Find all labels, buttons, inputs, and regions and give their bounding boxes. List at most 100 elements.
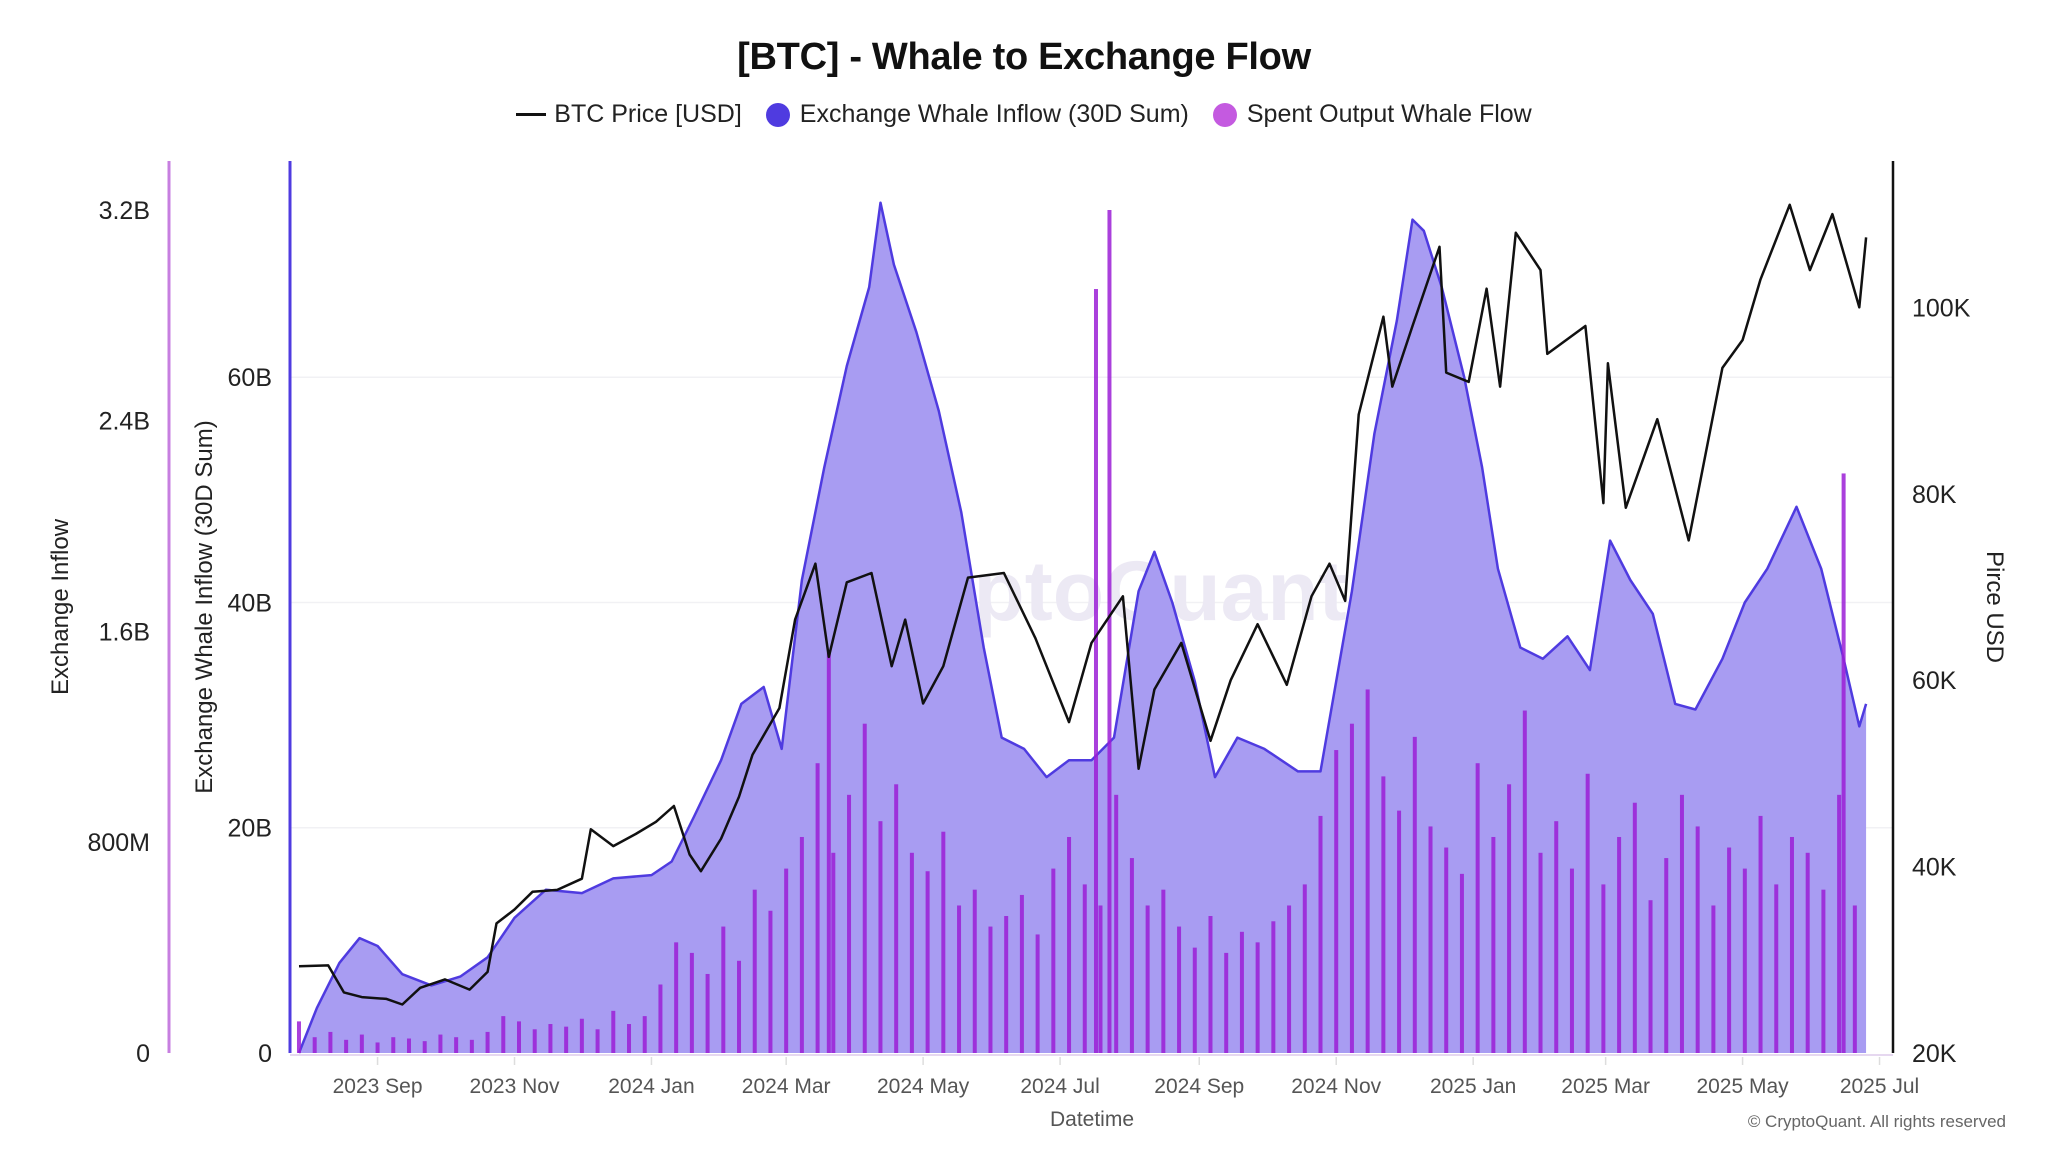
- spent-output-bar: [957, 905, 962, 1053]
- spent-output-bar: [1114, 794, 1119, 1053]
- spent-output-bar: [689, 952, 694, 1053]
- spent-output-bar: [344, 1039, 349, 1053]
- spent-output-bar: [359, 1034, 364, 1053]
- spent-output-bar: [826, 652, 831, 1053]
- spent-output-bar: [312, 1037, 317, 1053]
- y-tick-label: 60B: [228, 364, 272, 392]
- y-tick-label: 3.2B: [99, 197, 150, 225]
- spent-output-bar: [941, 831, 946, 1053]
- legend-label: Exchange Whale Inflow (30D Sum): [799, 100, 1189, 128]
- x-tick-label: 2024 Sep: [1154, 1075, 1244, 1098]
- y-axis-title-whale-inflow: Exchange Whale Inflow (30D Sum): [191, 420, 218, 794]
- whale-inflow-line: [297, 201, 1868, 1054]
- y-tick-label: 800M: [87, 829, 150, 857]
- spent-output-bar: [485, 1031, 490, 1053]
- spent-output-bar: [1004, 916, 1009, 1053]
- spent-output-bar: [1093, 289, 1098, 1053]
- y-axis-title-price: Pirce USD: [1981, 551, 2008, 663]
- spent-output-bar: [1459, 873, 1464, 1053]
- spent-output-bar: [1107, 209, 1112, 1054]
- spent-output-bar: [909, 852, 914, 1053]
- x-tick-label: 2023 Sep: [333, 1075, 423, 1098]
- legend-item-spent-output[interactable]: Spent Output Whale Flow: [1212, 100, 1532, 129]
- legend-label: BTC Price [USD]: [554, 100, 742, 128]
- spent-output-bar: [1334, 750, 1339, 1053]
- spent-output-bar: [925, 871, 930, 1053]
- y-tick-label: 80K: [1912, 481, 1957, 509]
- spent-output-bar: [1821, 889, 1826, 1053]
- spent-output-bar: [1224, 952, 1229, 1053]
- legend-item-btc-price[interactable]: BTC Price [USD]: [516, 100, 742, 129]
- x-tick-label: 2025 Jul: [1840, 1075, 1919, 1098]
- legend-item-whale-inflow[interactable]: Exchange Whale Inflow (30D Sum): [765, 100, 1189, 129]
- spent-output-bar: [1841, 473, 1846, 1053]
- spent-output-bar: [768, 910, 773, 1053]
- spent-output-bar: [1145, 905, 1150, 1053]
- spent-output-bar: [328, 1031, 333, 1053]
- spent-output-bar: [1554, 821, 1559, 1053]
- spent-output-bar: [1381, 776, 1386, 1053]
- btc-price-path: [298, 203, 1868, 1006]
- copyright-notice: © CryptoQuant. All rights reserved: [1747, 1112, 2006, 1131]
- spent-output-bar: [815, 763, 820, 1053]
- dot-swatch-icon: [1212, 102, 1237, 127]
- y-tick-label: 100K: [1912, 294, 1971, 322]
- x-tick-label: 2024 Jan: [608, 1075, 694, 1098]
- spent-output-bar: [438, 1034, 443, 1053]
- spent-output-bar: [847, 794, 852, 1053]
- spent-output-bar: [422, 1041, 427, 1053]
- spent-output-bar: [611, 1010, 616, 1053]
- y-tick-label: 0: [258, 1040, 272, 1068]
- spent-output-bar: [1428, 826, 1433, 1053]
- spent-output-bar: [1082, 884, 1087, 1053]
- spent-output-bar: [1129, 858, 1134, 1053]
- axes: 0 800M 1.6B 2.4B 3.2B 0 20B 40B 60B 20K 40K 60K 80K 1…: [87, 161, 1971, 1098]
- spent-output-bar: [1507, 784, 1512, 1053]
- legend: BTC Price [USD] Exchange Whale Inflow (3…: [0, 100, 2048, 129]
- spent-output-bar: [1444, 847, 1449, 1053]
- spent-output-bar: [296, 1021, 301, 1053]
- spent-output-bar: [1632, 802, 1637, 1053]
- y-tick-label: 2.4B: [99, 408, 150, 436]
- spent-output-bar: [532, 1029, 537, 1053]
- spent-output-bar: [988, 926, 993, 1053]
- spent-output-bar: [1664, 858, 1669, 1053]
- spent-output-bar: [972, 889, 977, 1053]
- spent-output-bar: [1318, 815, 1323, 1053]
- y-tick-label: 20K: [1912, 1040, 1957, 1068]
- y-tick-label: 40B: [228, 589, 272, 617]
- x-tick-label: 2025 Jan: [1430, 1075, 1516, 1098]
- y-tick-label: 20B: [228, 815, 272, 843]
- btc-price-line: [298, 203, 1868, 1006]
- x-tick-label: 2024 Jul: [1020, 1075, 1099, 1098]
- spent-output-bar: [579, 1018, 584, 1053]
- spent-output-bar: [501, 1016, 506, 1053]
- dot-swatch-icon: [765, 102, 790, 127]
- spent-output-bar: [469, 1039, 474, 1053]
- spent-output-bar: [391, 1037, 396, 1053]
- x-axis-title: Datetime: [1050, 1108, 1134, 1131]
- y-tick-label: 40K: [1912, 854, 1957, 882]
- spent-output-bar: [1742, 868, 1747, 1053]
- spent-output-bar: [1412, 736, 1417, 1053]
- spent-output-bar: [1585, 773, 1590, 1053]
- spent-output-bar: [1287, 905, 1292, 1053]
- spent-output-bar: [1727, 847, 1732, 1053]
- spent-output-bar: [1349, 723, 1354, 1053]
- spent-output-bar: [1695, 826, 1700, 1053]
- spent-output-bar: [1837, 794, 1842, 1053]
- x-tick-label: 2025 May: [1696, 1075, 1789, 1098]
- spent-output-bar: [375, 1042, 380, 1053]
- spent-output-bar: [517, 1021, 521, 1053]
- x-tick-label: 2024 May: [877, 1075, 970, 1098]
- spent-output-bar: [1239, 931, 1244, 1053]
- spent-output-bar: [1617, 836, 1622, 1053]
- spent-output-bar: [1475, 763, 1480, 1053]
- spent-output-bar: [721, 926, 726, 1053]
- y-tick-label: 1.6B: [99, 618, 150, 646]
- spent-output-bar: [705, 973, 710, 1053]
- spent-output-bar: [831, 852, 836, 1053]
- spent-output-bar: [1491, 836, 1496, 1053]
- x-tick-label: 2025 Mar: [1561, 1075, 1650, 1098]
- spent-output-bar: [1208, 916, 1213, 1053]
